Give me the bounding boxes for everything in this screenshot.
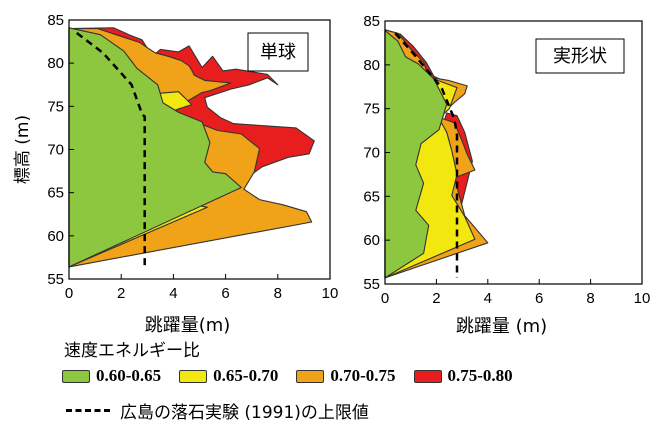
x-tick-label: 4 [169,285,177,302]
reference-legend: 広島の落石実験 (1991)の上限値 [66,398,369,423]
x-tick-label: 2 [432,290,440,307]
legend-swatch-0 [62,369,90,383]
panel-label-box [535,38,625,74]
y-tick-label: 70 [363,145,380,162]
legend-item-0: 0.60-0.65 [62,366,161,386]
x-tick-label: 8 [274,285,282,302]
panel-label: 単球 [260,42,296,63]
reference-line-label: 広島の落石実験 (1991)の上限値 [120,403,369,423]
y-tick-label: 55 [47,271,64,288]
y-tick-label: 85 [363,13,380,30]
x-tick-label: 10 [634,290,651,307]
x-tick-label: 0 [65,285,73,302]
panel-label-box [247,32,309,72]
upper-limit-line [76,32,146,267]
y-tick-label: 75 [47,98,64,115]
x-tick-label: 4 [484,290,492,307]
legend-label-0: 0.60-0.65 [96,366,162,385]
legend-item-2: 0.70-0.75 [296,366,396,386]
panel-label: 実形状 [553,46,607,67]
legend-label-1: 0.65-0.70 [213,366,279,385]
legend-swatch-1 [179,369,208,383]
y-tick-label: 85 [47,12,64,29]
legend-item-3: 0.75-0.80 [413,366,513,386]
legend: 0.60-0.65 0.65-0.70 0.70-0.75 0.75-0.80 [62,366,531,386]
y-tick-label: 65 [363,188,380,205]
legend-swatch-2 [296,369,325,383]
chart-single-sphere: 0 2 4 6 8 10 55 60 65 70 75 80 85 跳躍量(m) 標高 (m) 単球 [13,12,338,336]
y-tick-label: 80 [47,55,64,72]
y-tick-label: 80 [363,57,380,74]
area-0.60-0.65 [68,27,242,268]
legend-swatch-3 [413,369,442,383]
x-tick-label: 10 [322,285,339,302]
x-axis-label: 跳躍量 (m) [456,316,547,337]
x-tick-label: 6 [221,285,229,302]
x-tick-label: 0 [381,290,389,307]
y-tick-label: 70 [47,142,64,159]
x-tick-label: 8 [586,290,594,307]
legend-item-1: 0.65-0.70 [179,366,278,386]
x-tick-label: 2 [117,285,125,302]
chart-actual-shape: 0 2 4 6 8 10 55 60 65 70 75 80 85 跳躍量 (m) 実形状 [363,13,650,337]
y-tick-label: 65 [47,185,64,202]
x-tick-label: 6 [535,290,543,307]
y-axis-label: 標高 (m) [13,115,33,184]
legend-title: 速度エネルギー比 [64,341,200,361]
y-tick-label: 55 [363,276,380,293]
area-0.60-0.65 [384,30,448,279]
y-tick-label: 75 [363,101,380,118]
legend-label-3: 0.75-0.80 [447,366,513,385]
x-axis-label: 跳躍量(m) [145,315,231,336]
dashed-line-sample [66,409,110,412]
upper-limit-line [394,32,459,278]
y-tick-label: 60 [47,228,64,245]
y-tick-label: 60 [363,232,380,249]
legend-label-2: 0.70-0.75 [330,366,396,385]
